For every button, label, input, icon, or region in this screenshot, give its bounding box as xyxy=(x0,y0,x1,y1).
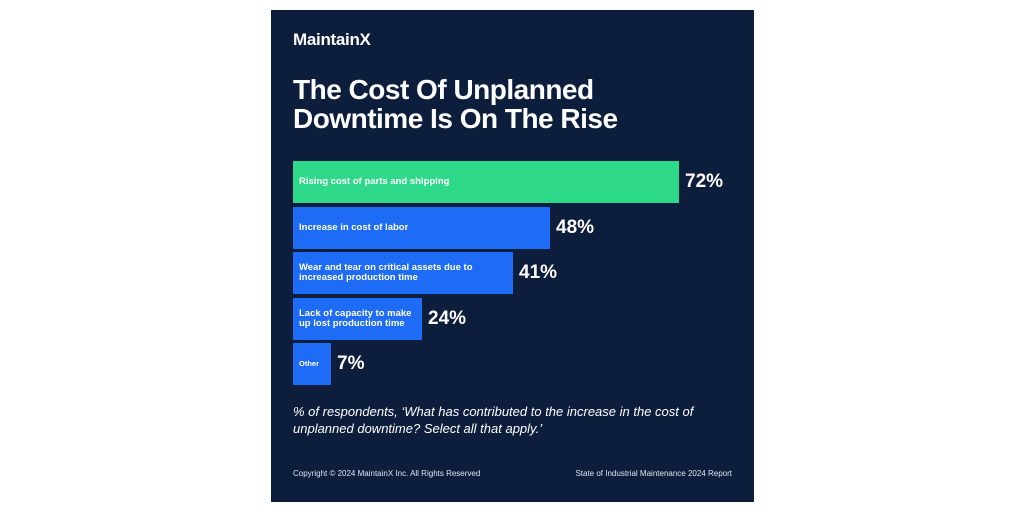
chart-footnote: % of respondents, ‘What has contributed … xyxy=(293,404,694,436)
bar-2: Increase in cost of labor xyxy=(293,206,550,249)
bar-label-4: Lack of capacity to make up lost product… xyxy=(299,307,412,329)
chart-title-line-1: The Cost Of Unplanned xyxy=(293,74,594,105)
chart-title: The Cost Of Unplanned Downtime Is On The… xyxy=(293,75,733,133)
bar-3: Wear and tear on critical assets due to … xyxy=(293,252,513,294)
copyright-text: Copyright © 2024 MaintainX Inc. All Righ… xyxy=(293,469,481,478)
bar-label-3: Wear and tear on critical assets due to … xyxy=(299,262,473,283)
maintainx-logo: MaintainX xyxy=(293,30,371,49)
chart-title-line-2: Downtime Is On The Rise xyxy=(293,103,618,134)
bar-5: Other xyxy=(293,343,331,385)
value-label-2: 48% xyxy=(556,216,595,238)
bar-1: Rising cost of parts and shipping xyxy=(293,161,679,203)
bar-label-5: Other xyxy=(299,359,320,368)
bar-label-1: Rising cost of parts and shipping xyxy=(299,176,450,187)
value-label-3: 41% xyxy=(519,262,558,283)
value-label-1: 72% xyxy=(685,171,724,192)
bar-chart: Rising cost of parts and shipping 72% Incr… xyxy=(271,10,754,502)
report-name: State of Industrial Maintenance 2024 Rep… xyxy=(575,469,732,478)
infographic-card: MaintainX The Cost Of Unplanned Downtime… xyxy=(271,10,754,502)
bar-label-2: Increase in cost of labor xyxy=(299,221,409,233)
value-label-4: 24% xyxy=(428,307,467,329)
bar-4: Lack of capacity to make up lost product… xyxy=(293,297,422,340)
value-label-5: 7% xyxy=(337,353,365,374)
